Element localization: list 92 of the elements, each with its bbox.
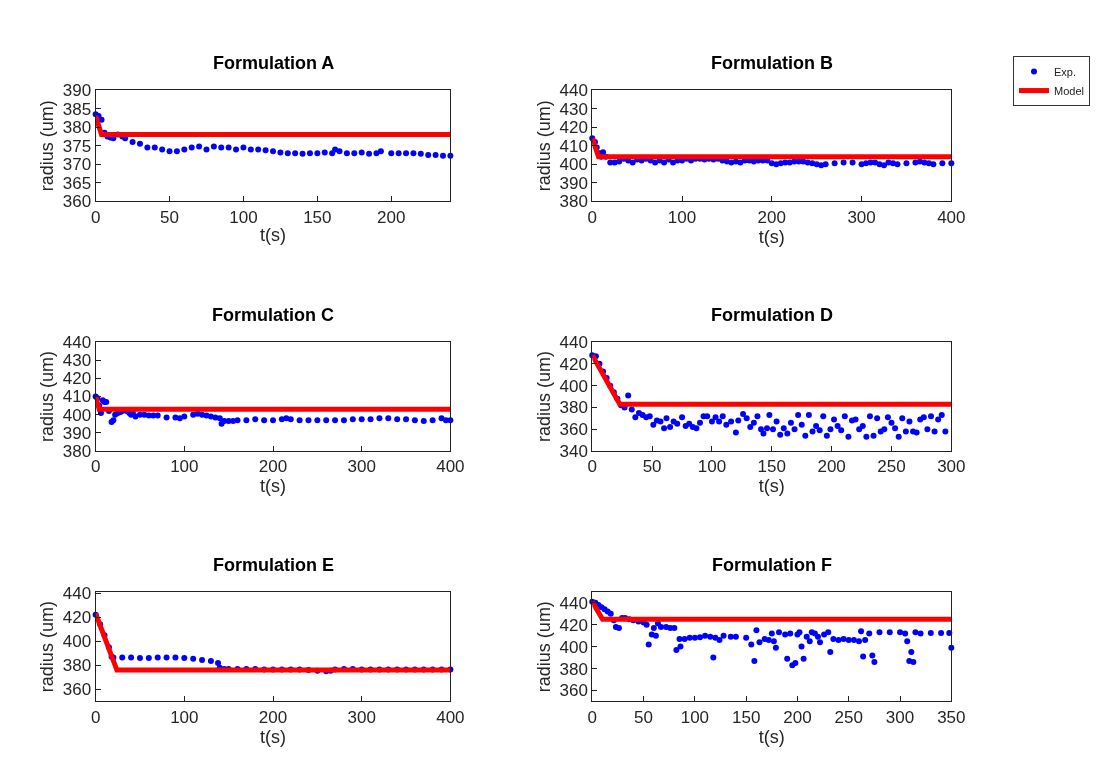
y-tick-label: 400 xyxy=(559,155,588,175)
x-tick-label: 0 xyxy=(90,207,101,227)
chart-title: Formulation E xyxy=(213,555,334,575)
x-tick-label: 300 xyxy=(347,457,376,477)
y-tick-label: 420 xyxy=(559,354,588,374)
y-tick-label: 360 xyxy=(62,192,92,212)
y-tick-label: 390 xyxy=(62,423,92,443)
y-axis-title: radius (um) xyxy=(533,601,554,693)
y-tick-label: 440 xyxy=(62,583,92,603)
y-tick-label: 400 xyxy=(62,405,92,425)
y-tick-label: 440 xyxy=(559,333,588,353)
x-tick-label: 350 xyxy=(937,707,966,727)
y-tick-label: 365 xyxy=(62,173,92,193)
y-tick-label: 430 xyxy=(559,99,588,119)
x-axis-title: t(s) xyxy=(758,726,785,747)
y-axis-title: radius (um) xyxy=(533,100,554,192)
x-tick-label: 150 xyxy=(303,207,332,227)
chart-title: Formulation A xyxy=(213,53,335,73)
x-tick-label: 100 xyxy=(697,457,727,477)
x-tick-label: 50 xyxy=(160,207,179,227)
x-tick-label: 400 xyxy=(937,207,966,227)
legend-label: Exp. xyxy=(1054,65,1077,78)
x-tick-label: 0 xyxy=(587,707,598,727)
y-tick-label: 440 xyxy=(62,333,92,353)
y-tick-label: 385 xyxy=(62,99,92,119)
y-tick-label: 420 xyxy=(62,608,92,628)
y-tick-label: 390 xyxy=(559,173,588,193)
x-tick-label: 0 xyxy=(90,707,101,727)
x-axis-title: t(s) xyxy=(758,476,785,497)
y-tick-label: 400 xyxy=(559,376,588,396)
x-tick-label: 250 xyxy=(877,457,906,477)
y-tick-label: 380 xyxy=(559,192,588,212)
y-axis-title: radius (um) xyxy=(37,601,58,693)
y-tick-label: 410 xyxy=(559,136,588,156)
y-tick-label: 420 xyxy=(559,118,588,138)
x-tick-label: 50 xyxy=(642,457,662,477)
y-tick-label: 440 xyxy=(559,593,588,613)
y-tick-label: 380 xyxy=(559,398,588,418)
y-tick-label: 430 xyxy=(62,351,92,371)
y-tick-label: 360 xyxy=(62,680,92,700)
y-axis-title: radius (um) xyxy=(37,351,58,443)
x-tick-label: 100 xyxy=(680,707,710,727)
x-tick-label: 400 xyxy=(436,457,465,477)
y-tick-label: 420 xyxy=(62,369,92,389)
y-tick-label: 390 xyxy=(62,81,92,101)
x-tick-label: 0 xyxy=(90,457,101,477)
y-tick-label: 360 xyxy=(559,420,588,440)
y-tick-label: 410 xyxy=(62,387,92,407)
y-tick-label: 380 xyxy=(559,659,588,679)
x-tick-label: 250 xyxy=(834,707,863,727)
chart-title: Formulation D xyxy=(711,305,833,325)
x-tick-label: 200 xyxy=(258,707,288,727)
x-tick-label: 150 xyxy=(757,457,786,477)
y-tick-label: 375 xyxy=(62,136,92,156)
y-tick-label: 400 xyxy=(559,637,588,657)
y-tick-label: 370 xyxy=(62,155,92,175)
x-tick-label: 300 xyxy=(937,457,966,477)
y-axis-title: radius (um) xyxy=(37,100,58,192)
x-axis-title: t(s) xyxy=(260,476,286,497)
x-axis-title: t(s) xyxy=(758,226,785,247)
chart-title: Formulation B xyxy=(711,53,833,73)
x-tick-label: 200 xyxy=(258,457,288,477)
x-tick-label: 100 xyxy=(229,207,258,227)
y-tick-label: 440 xyxy=(559,81,588,101)
legend-label: Model xyxy=(1054,84,1084,97)
x-tick-label: 200 xyxy=(783,707,812,727)
x-tick-label: 0 xyxy=(587,457,598,477)
y-tick-label: 400 xyxy=(62,632,92,652)
x-tick-label: 200 xyxy=(757,207,786,227)
x-tick-label: 300 xyxy=(347,707,376,727)
x-tick-label: 300 xyxy=(885,707,915,727)
x-axis-title: t(s) xyxy=(260,726,286,747)
y-tick-label: 420 xyxy=(559,615,588,635)
x-axis-title: t(s) xyxy=(260,224,286,245)
x-tick-label: 400 xyxy=(436,707,465,727)
y-tick-label: 380 xyxy=(62,656,92,676)
y-tick-label: 340 xyxy=(559,441,588,461)
x-tick-label: 150 xyxy=(731,707,761,727)
x-tick-label: 50 xyxy=(634,707,654,727)
x-tick-label: 100 xyxy=(667,207,697,227)
x-tick-label: 200 xyxy=(817,457,846,477)
chart-title: Formulation C xyxy=(212,305,334,325)
x-tick-label: 0 xyxy=(587,207,598,227)
x-tick-label: 100 xyxy=(170,457,199,477)
chart-title: Formulation F xyxy=(712,555,832,575)
y-tick-label: 360 xyxy=(559,681,588,701)
x-tick-label: 100 xyxy=(170,707,199,727)
y-tick-label: 380 xyxy=(62,118,92,138)
y-axis-title: radius (um) xyxy=(533,351,554,443)
y-tick-label: 380 xyxy=(62,441,92,461)
x-tick-label: 200 xyxy=(377,207,406,227)
x-tick-label: 300 xyxy=(847,207,876,227)
